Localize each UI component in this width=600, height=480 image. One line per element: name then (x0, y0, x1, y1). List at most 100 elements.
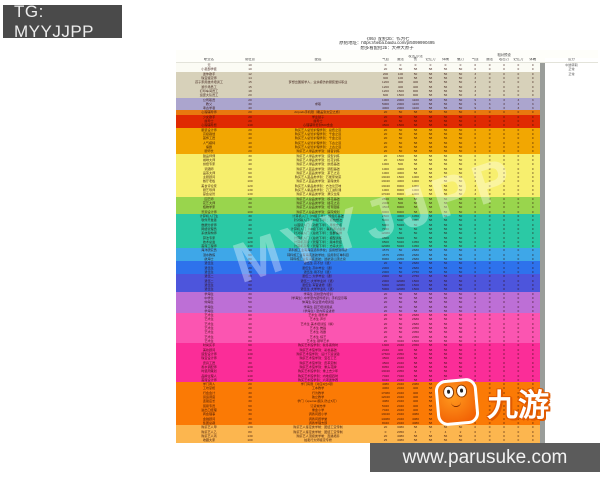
column-header: 区分 (544, 58, 598, 62)
table-row: 艺术生 40 艺术生·美术培训班（精） 20 50 2680 58 56 50 0 0 0 0 0 (176, 321, 598, 327)
table-row: 珠宝鉴定师 14 300 100 58 58 56 50 3 0 0 0 0 (176, 75, 598, 81)
table-row: 系统架构师 80 针对输入门（总线下半）：集群编排 12080 50 50 58 56 50 0 0… (176, 231, 598, 236)
table-row: 退伍生 60 退伍生·军官进修（退） 5000 12080 1500 58 56 50 0 0 0 0 0 (176, 282, 598, 288)
table-row: 烘焙专家 40 购买艺人绿品类学到：烘焙基础 1000 500 58 58 56 50 0 0 0 0 0 (176, 162, 598, 167)
table-row: 时尚买手 60 购买艺术馆学到：秋冬案例时 1300 2040 2350 58 56 50 0 0 0… (176, 343, 598, 348)
table-row: 艺术生 60 艺术生·服务学 20 50 2680 58 56 50 0 0 0 0 0 (176, 313, 598, 318)
column-header: 气血 (471, 58, 479, 62)
table-row: 心理辅导费 140 心理辅导费到500含金 4500 1500 58 58 56 50 0 0 0 0 0 (176, 123, 598, 128)
table-row: 巡逻大队员工 20 600 1500 900 58 56 50 3 0 0 0 0 (176, 93, 598, 98)
column-header: 记忆力 (513, 58, 524, 62)
table-row: 购买艺人乙 80 购买艺人鉴定类学制：团结工宣传制 0 2050 4 7 4 2 0 0 0 0 0 (176, 429, 598, 434)
table-row: 艺术生 40 艺术生·戏剧 20 50 2050 58 56 50 0 0 0 0 0 (176, 330, 598, 335)
column-header: 攻击力 (498, 58, 510, 62)
table-row: 艺术生 60 艺术生·综艺 20 50 2050 58 56 50 0 0 0 0 0 (176, 334, 598, 339)
table-row: 服装设计师 20 购买艺人总管护理学到：总费之道 20 50 58 58 56 50 0 0 0 0 0 (176, 127, 598, 132)
table-row: 退伍二 40 退伍二·大学毕业补（退） 2000 12080 1500 58 56 50 0 0 0 0… (176, 278, 598, 283)
table-row: 计算机入门生 30 计算机入门（70级下半）：慢慢打基础 2500 4000 1050 58… (176, 213, 598, 219)
table-row: 退伍生 20 退伍生·高不甘（退） 20 50 2680 58 56 50 0 0 0 0 0 (176, 261, 598, 266)
jiuyou-logo[interactable]: 九游 (434, 376, 554, 428)
column-header: 职业名 (203, 58, 215, 62)
table-row: 算法专家 100 计算机入门（总线下半）：模型训练 9500 5020 50 58 56 50 0… (176, 235, 598, 240)
table-row: 皮具工匠 30 购买艺术馆学到：皮革定制 4500 2040 58 58 56 50 0 0 0 0 0 (176, 360, 598, 365)
site-url-label: www.parusuke.com (402, 446, 568, 468)
table-row: 厨艺导师 130 购买艺人紫品类学到：刀工进阶课 1000 8000 1000 58 56 50… (176, 188, 598, 193)
table-row: 美食评论家 120 购买艺人紫品类学到：方法论赏味 13040 8000 1000 58 56… (176, 183, 598, 189)
table-row: 品茶大师 60 购买艺人蓝品类学到：茶艺之道 1000 4000 58 58 56 50 0 0 0 0… (176, 170, 598, 176)
table-row: 香水调配师 100 购买艺术馆学到：重头花牌 8050 2040 58 58 56 50 0 0 0 0… (176, 364, 598, 370)
table-row: 无 10 0 0 0 0 0 0 0 0 0 0 0 中途转职 (176, 63, 598, 68)
table-row: 游乐场员工 15 1200 400 400 58 56 50 3 0 0 0 0 (176, 84, 598, 89)
table-row: 餐厅老板 100 购买艺人蓝品类学到：宴席统筹 13040 4000 1000 58 56 50… (176, 179, 598, 184)
table-row: 花艺大师 30 购买艺人总品类学到：插花之道 2000 500 58 58 56 50 0 0 0 0 0 (176, 201, 598, 206)
column-header: 配招 (314, 58, 322, 62)
table-row: 厨师长 20 购买艺人绿品类学到：播音训练 20 50 58 58 56 50 0 0 0 0 0 (176, 149, 598, 154)
table-row: 甜品师傅 30 购买艺人绿品类学到：造型训练 20 1500 58 58 56 50 0 0 0 0 0 (176, 153, 598, 158)
table-row: 学海生 30 学海生·双校室内培训 20 50 58 58 56 50 0 0 0 0 0 (176, 291, 598, 296)
table-row: 购买艺人甲 130 购买艺人鉴定类学制：团结工宣传制 20 3080 58 58 56 50 0 0… (176, 425, 598, 430)
table-row: 退伍生 20 退伍生·高中毕业（退） 2000 50 2680 58 56 50 0 0 0 0 0 (176, 265, 598, 270)
table-row: 收藏大家 100 拍卖行大师鉴定专修 25 4080 58 58 56 50 0 0 0 0 0 (176, 438, 598, 443)
site-url-bar[interactable]: www.parusuke.com (370, 443, 600, 472)
tg-watermark-label: TG: MYYJJPP (14, 1, 95, 41)
table-row: 时装周策划 120 购买艺术馆学到：重上去少年 13040 2050 58 58 56 50 0 0… (176, 369, 598, 374)
table-row: 高级裁缝 30 购买艺人总管护理学到：千金之道 20 50 58 58 56 50 0 0 0 0 0 (176, 132, 598, 137)
mascot-right-eye-icon (455, 384, 468, 399)
table-row: 工坊掌柜20工本教学4060204040058565000000 (176, 386, 598, 391)
table-row: 珠宝设计师 80 购买艺术馆学到：宝石工艺 4500 2040 58 58 56 50 0 0 0 0 0 (176, 356, 598, 361)
table-row: 仲海生 50 仲海生·职业室内培训班 20 50 58 58 56 50 0 0 0 0 0 (176, 300, 598, 305)
column-header: 体魄 (529, 58, 537, 62)
header-group-label: 相对预设 (497, 53, 511, 57)
table-row: 人气模特 40 购买艺人总管护理学到：下古之道 20 50 58 58 56 50 0 0 0 0 0 (176, 140, 598, 145)
mascot-mouth-icon (450, 400, 462, 408)
table-row: 购买艺人丙 130 购买艺人顶级类学制：直播培养 20 4080 58 58 56 50 0 0 0 0… (176, 433, 598, 439)
sheet-title-line2: 原帖地址：https://tieba.baidu.com/p/509999049… (339, 41, 435, 46)
table-row: 咖啡大师 40 购买艺人绿品类学到：拉花训练 20 1500 58 58 56 50 0 0 0 0 0 (176, 157, 598, 163)
table-row: 植物学家 60 购买艺人总品类学到：培育图鉴 4500 8000 58 58 56 50 0 0 0 0… (176, 205, 598, 210)
table-row: 公司职员 20 1000 2000 1100 58 56 50 9 3 3 3 3 (176, 97, 598, 102)
jiuyou-logo-text: 九游 (487, 387, 549, 423)
table-row: 海洋研究员 40 转科施工业有海底选科学校；运用想到科研 4575 50 2680 58 56… (176, 248, 598, 253)
table-row: 迷你歌手 12 200 100 50 58 56 50 3 0 0 0 0 正常 (176, 71, 598, 76)
table-row: 航海士 80 转科施工业有海底迷航；迷航道山顶之泉 8060 2050 2680 58 56 5… (176, 257, 598, 262)
column-header: 体魄 (442, 58, 449, 62)
table-row: 少女歌手 20 学业替子 20 50 58 58 56 50 0 0 0 0 0 (176, 114, 598, 120)
sheet-header-row: 相对预设 职业名 常驻点 配招 气血 魔法 攻击力/法伤 记忆力 体魄 魅力 气血 魔法 攻击力 记忆力… (176, 50, 598, 63)
sheet-titles: 《95》配招2b：作为七 原帖地址：https://tieba.baidu.co… (176, 37, 598, 50)
table-row: 宴会总管 130 购买艺人紫品类学到：满汉全席 17040 8000 1000 58 56 50… (176, 192, 598, 197)
table-row: 美妆顾问 60 购买艺术馆学到：彩妆基础 2040 400 58 58 56 50 0 0 0 0 0 (176, 347, 598, 352)
table-row: 景观设计师 100 购买艺人总品类学到：庭院规划 9000 8000 58 58 56 50 0 0… (176, 209, 598, 214)
column-header: 魅力 (457, 58, 464, 62)
table-row: 学海生 50 学海生·园艺培训圆桌 20 50 58 58 56 50 0 0 0 0 0 (176, 304, 598, 309)
table-row: 园艺师 20 购买艺人总品类学到：移花基础 2500 500 58 58 56 50 0 0 0 0 0 (176, 196, 598, 201)
tg-watermark-box: TG: MYYJJPP (3, 2, 122, 41)
table-row: 心理辅导师 20 Airpods手机限（覆盖到太空之旅） 20 50 58 58 56 50 0 0… (176, 110, 598, 115)
table-row: 退伍二 30 退伍二·大学毕业（退） 2000 50 2750 58 56 50 0 0 0 0 0 (176, 274, 598, 279)
table-row: 艺术生 40 艺术生·声乐 20 50 2680 58 56 50 0 0 0 0 0 (176, 317, 598, 322)
table-row: 小卖部学徒 10 20 50 58 58 56 50 0 0 0 0 0 正常 (176, 67, 598, 72)
table-row: 艺术生 80 艺术生·钢琴艺术 20 3040 1500 58 56 50 0 0 0 0 0 (176, 339, 598, 344)
table-row: 造型设计师 130 购买艺术馆学到：设计下运试验 17500 2050 50 58 56 50 0… (176, 351, 598, 357)
table-row: 品牌主理人 140 购买艺术馆学到：内地招四时 7020 7040 58 58 56 50 0 0 0… (176, 373, 598, 378)
table-row: 考古学者 40 4000 2000 1100 58 56 50 9 3 3 3 3 (176, 106, 598, 111)
table-row: 退伍生 30 退伍生·用不甘（退） 2000 50 2750 58 56 50 0 0 0 0 0 (176, 270, 598, 275)
table-row: 艺术生 50 艺术生·舞蹈 20 50 2050 58 56 50 0 0 0 0 0 (176, 326, 598, 331)
table-row: 数据分析师 40 以围绕入门（功能下半）：寻找支点 5000 5020 50 58 56 50 0… (176, 222, 598, 227)
column-header: 记忆力 (425, 58, 436, 62)
table-row: 打印车间员工 18 1200 1500 900 58 56 50 3 0 0 0 0 (176, 88, 598, 94)
sheet-title-line3: 想多看配招2b：大神大原子 (360, 45, 414, 50)
table-row: 孩子家用技术培训工 15 梦想出国留学人，业余模仿的服装爱好职业 1200 400 400… (176, 80, 598, 85)
sheet-title-line1: 《95》配招2b：作为七 (364, 37, 410, 41)
table-row: 潜水教练 60 转科施工业有海底迷航学校；运用到订单科目 4575 2050 2680 58… (176, 252, 598, 258)
table-row: 编剧 40 购买艺人总管护理学到：上古之道 20 50 58 58 56 50 0 0 0 0 0 (176, 144, 598, 150)
jiuyou-mascot-icon (434, 377, 480, 427)
table-row: 网络管理员 60 计算机入门（90级下半）：联机调试备录 7040 50 50 58 56 50… (176, 226, 598, 232)
table-row: 学海生 60 （学海生）·室内陈设进修 20 50 58 58 56 50 0 0 0 0 0 (176, 308, 598, 314)
table-row: 首饰工匠 40 购买艺人总管护理学到：千金之道 20 50 58 58 56 50 0 0 0 0 0 (176, 136, 598, 141)
column-header: 常驻点 (244, 58, 256, 62)
table-row: 首席工程师 130 计算机高阶（管理下半）：方舟大计 12080 5020 1050 58 5… (176, 244, 598, 249)
table-row: 调酒师 60 购买艺人蓝品类学到：调配基础 1000 4000 58 58 56 50 0 0 0 0 0 (176, 166, 598, 171)
table-row: 魔导士 20 魔导士 20 50 58 58 56 50 0 0 0 0 0 (176, 119, 598, 124)
column-header: 魔法 (397, 58, 404, 62)
table-row: 软件开发者 40 针对输入门（80级下半）：原始想法 5000 5020 1050 58 56… (176, 218, 598, 223)
